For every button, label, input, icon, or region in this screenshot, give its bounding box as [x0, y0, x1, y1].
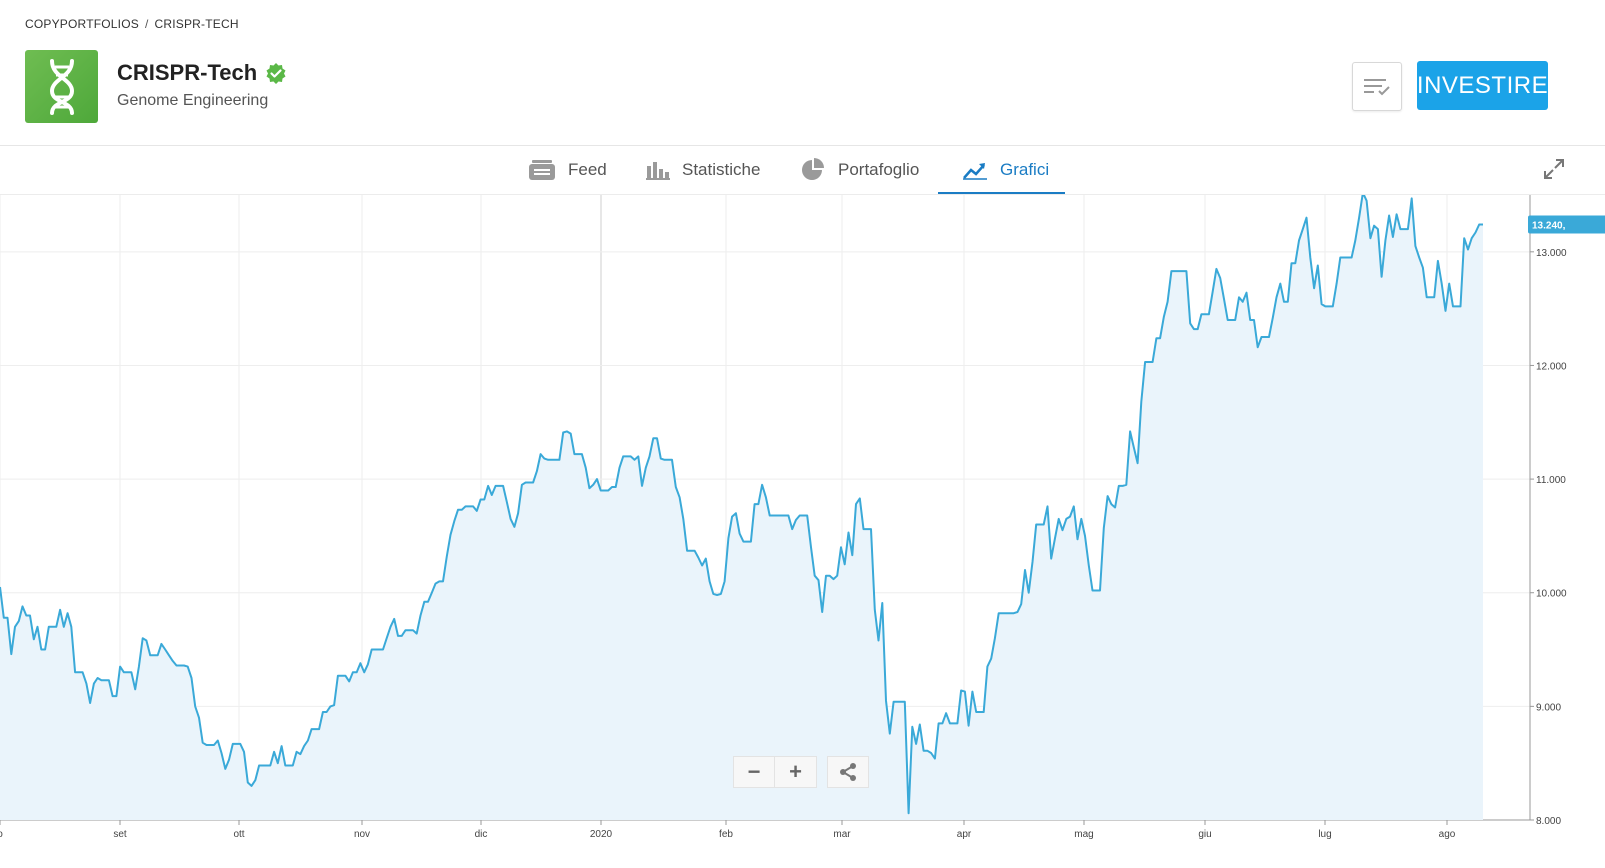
tab-grafici-label: Grafici	[1000, 160, 1050, 179]
y-tick-label: 11.000	[1536, 475, 1566, 486]
last-value-badge	[1528, 215, 1605, 234]
x-tick-label: lug	[1318, 829, 1331, 840]
series-line	[0, 195, 1483, 815]
dna-icon	[49, 58, 74, 115]
tab-feed-label: Feed	[568, 160, 607, 179]
header-divider	[0, 145, 1605, 146]
tab-statistiche-label: Statistiche	[682, 160, 761, 179]
tab-bar: Feed Statistiche Portafoglio Grafici	[0, 146, 1605, 194]
zoom-out-button[interactable]: −	[733, 756, 775, 788]
bar-chart-icon	[646, 162, 670, 180]
y-tick-label: 8.000	[1536, 816, 1561, 827]
portfolio-logo	[25, 50, 98, 123]
x-tick-label: mar	[833, 829, 851, 840]
x-tick-label: set	[113, 829, 127, 840]
series-area	[0, 195, 1483, 820]
tab-feed[interactable]: Feed	[528, 146, 607, 194]
x-tick-label: dic	[475, 829, 488, 840]
watchlist-icon	[1364, 78, 1390, 95]
active-tab-indicator	[938, 192, 1065, 194]
zoom-in-button[interactable]: +	[775, 756, 817, 788]
share-button[interactable]	[827, 756, 869, 788]
portfolio-subtitle: Genome Engineering	[117, 92, 269, 109]
x-tick-label: nov	[354, 829, 370, 840]
breadcrumb-current: CRISPR-TECH	[154, 17, 239, 31]
invest-button[interactable]: INVESTIRE	[1417, 61, 1548, 110]
pie-chart-icon	[802, 158, 824, 180]
tab-portafoglio[interactable]: Portafoglio	[800, 146, 919, 194]
x-tick-label: ott	[233, 829, 244, 840]
chart-zoom-controls: − +	[733, 756, 869, 788]
x-tick-label: giu	[1198, 829, 1211, 840]
portfolio-header: CRISPR-Tech Genome Engineering	[117, 60, 287, 110]
y-tick-label: 10.000	[1536, 589, 1567, 600]
performance-chart[interactable]: o set ott nov dic 2020 feb mar apr mag giu lug ago 8.…	[0, 195, 1605, 868]
verified-check-icon	[266, 63, 286, 84]
y-tick-label: 13.000	[1536, 248, 1567, 259]
portfolio-name: CRISPR-Tech	[117, 60, 258, 85]
breadcrumb-separator: /	[144, 17, 149, 31]
watchlist-button[interactable]	[1352, 62, 1402, 111]
last-value-label: 13.240,	[1532, 221, 1566, 232]
tab-portafoglio-label: Portafoglio	[838, 160, 920, 179]
portfolio-title: CRISPR-Tech	[117, 60, 287, 86]
x-tick-label: o	[0, 829, 3, 840]
share-icon	[840, 763, 856, 781]
x-tick-label: 2020	[590, 829, 613, 840]
breadcrumb-root[interactable]: COPYPORTFOLIOS	[25, 17, 139, 31]
y-tick-label: 12.000	[1536, 361, 1567, 372]
x-tick-label: mag	[1074, 829, 1093, 840]
tab-grafici[interactable]: Grafici	[962, 146, 1049, 194]
x-tick-label: apr	[957, 829, 972, 840]
feed-icon	[529, 160, 555, 180]
expand-icon[interactable]	[1543, 158, 1565, 180]
x-tick-label: feb	[719, 829, 733, 840]
breadcrumb: COPYPORTFOLIOS / CRISPR-TECH	[25, 17, 239, 31]
y-tick-label: 9.000	[1536, 702, 1561, 713]
x-tick-label: ago	[1439, 829, 1456, 840]
trend-icon	[963, 163, 987, 180]
tab-statistiche[interactable]: Statistiche	[646, 146, 760, 194]
tabs-divider	[0, 194, 1605, 195]
